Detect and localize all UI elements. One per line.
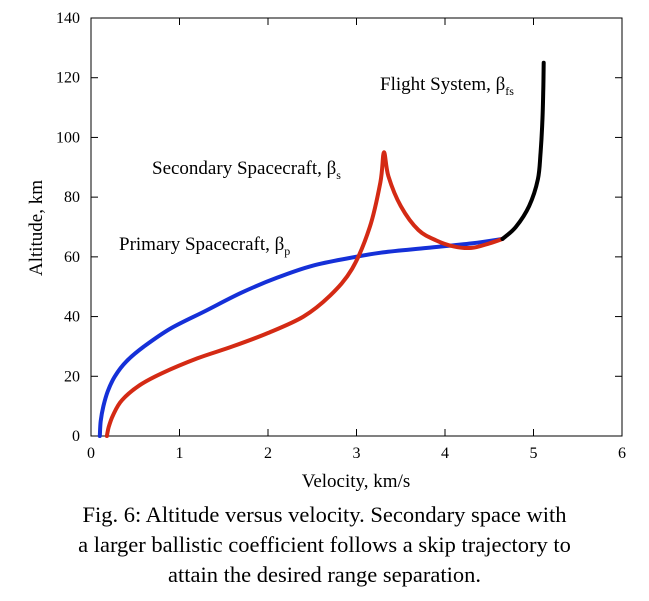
y-tick-labels: 0 20 40 60 80 100 120 140: [56, 10, 80, 445]
caption-line-3: attain the desired range separation.: [168, 562, 481, 587]
x-tick-label-6: 6: [618, 445, 626, 462]
y-axis-label: Altitude, km: [26, 180, 47, 276]
series-label-primary-spacecraft: Primary Spacecraft, βp: [119, 234, 290, 258]
y-tick-label-3: 60: [64, 249, 80, 266]
x-tick-label-3: 3: [353, 445, 361, 462]
x-tick-label-0: 0: [87, 445, 95, 462]
series-lines: [97, 60, 546, 438]
series-line-secondary-spacecraft: [104, 150, 505, 438]
x-axis-label: Velocity, km/s: [302, 471, 411, 492]
y-tick-label-4: 80: [64, 189, 80, 206]
y-tick-label-7: 140: [56, 10, 80, 27]
y-tick-label-0: 0: [72, 428, 80, 445]
caption-line-2: a larger ballistic coefficient follows a…: [78, 532, 571, 557]
series-line-primary-spacecraft: [97, 236, 505, 438]
series-label-secondary-spacecraft: Secondary Spacecraft, βs: [152, 158, 341, 182]
x-tick-label-2: 2: [264, 445, 272, 462]
series-label-flight-system: Flight System, βfs: [380, 74, 514, 98]
y-tick-label-2: 40: [64, 309, 80, 326]
caption-line-1: Fig. 6: Altitude versus velocity. Second…: [82, 502, 567, 527]
x-tick-label-1: 1: [176, 445, 184, 462]
x-tick-labels: 0 1 2 3 4 5 6: [87, 445, 626, 462]
axis-ticks: [90, 17, 623, 437]
figure-caption: Fig. 6: Altitude versus velocity. Second…: [0, 500, 649, 590]
altitude-velocity-chart: 0 1 2 3 4 5 6 0 20 40 60 80 100 120 140 Velocity, km/…: [26, 10, 626, 492]
y-tick-label-6: 120: [56, 70, 80, 87]
x-tick-label-4: 4: [441, 445, 449, 462]
y-tick-label-1: 20: [64, 368, 80, 385]
series-line-flight-system: [500, 60, 546, 241]
y-tick-label-5: 100: [56, 129, 80, 146]
x-tick-label-5: 5: [530, 445, 538, 462]
